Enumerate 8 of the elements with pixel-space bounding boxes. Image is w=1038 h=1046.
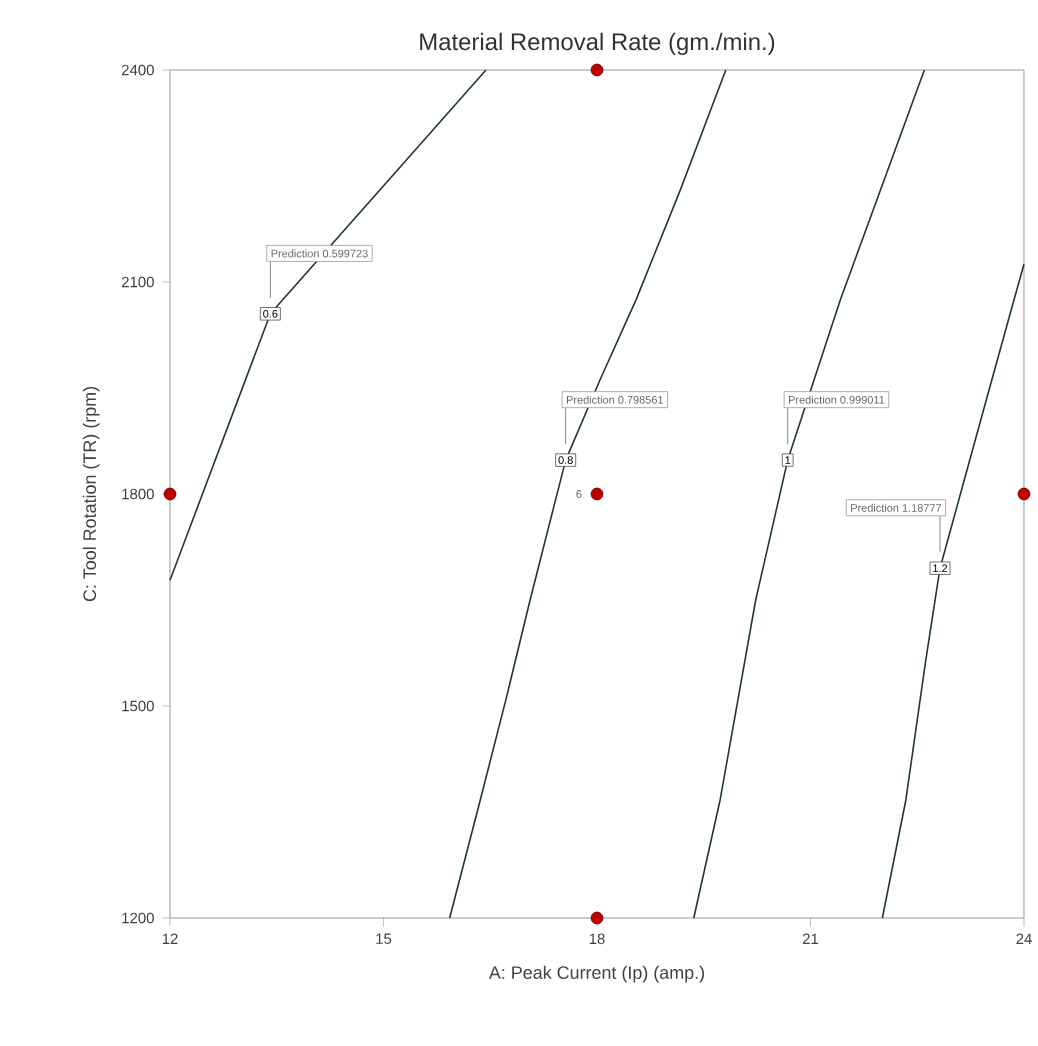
point bbox=[590, 487, 603, 501]
x-axis-title: A: Peak Current (Ip) (amp.) bbox=[488, 965, 704, 983]
chart-title: Material Removal Rate (gm./min.) bbox=[419, 32, 774, 55]
y-axis-title: C: Tool Rotation (TR) (rpm) bbox=[82, 387, 100, 602]
point bbox=[590, 911, 603, 925]
line-series bbox=[448, 69, 727, 919]
point bbox=[163, 487, 176, 501]
point bbox=[590, 63, 603, 77]
